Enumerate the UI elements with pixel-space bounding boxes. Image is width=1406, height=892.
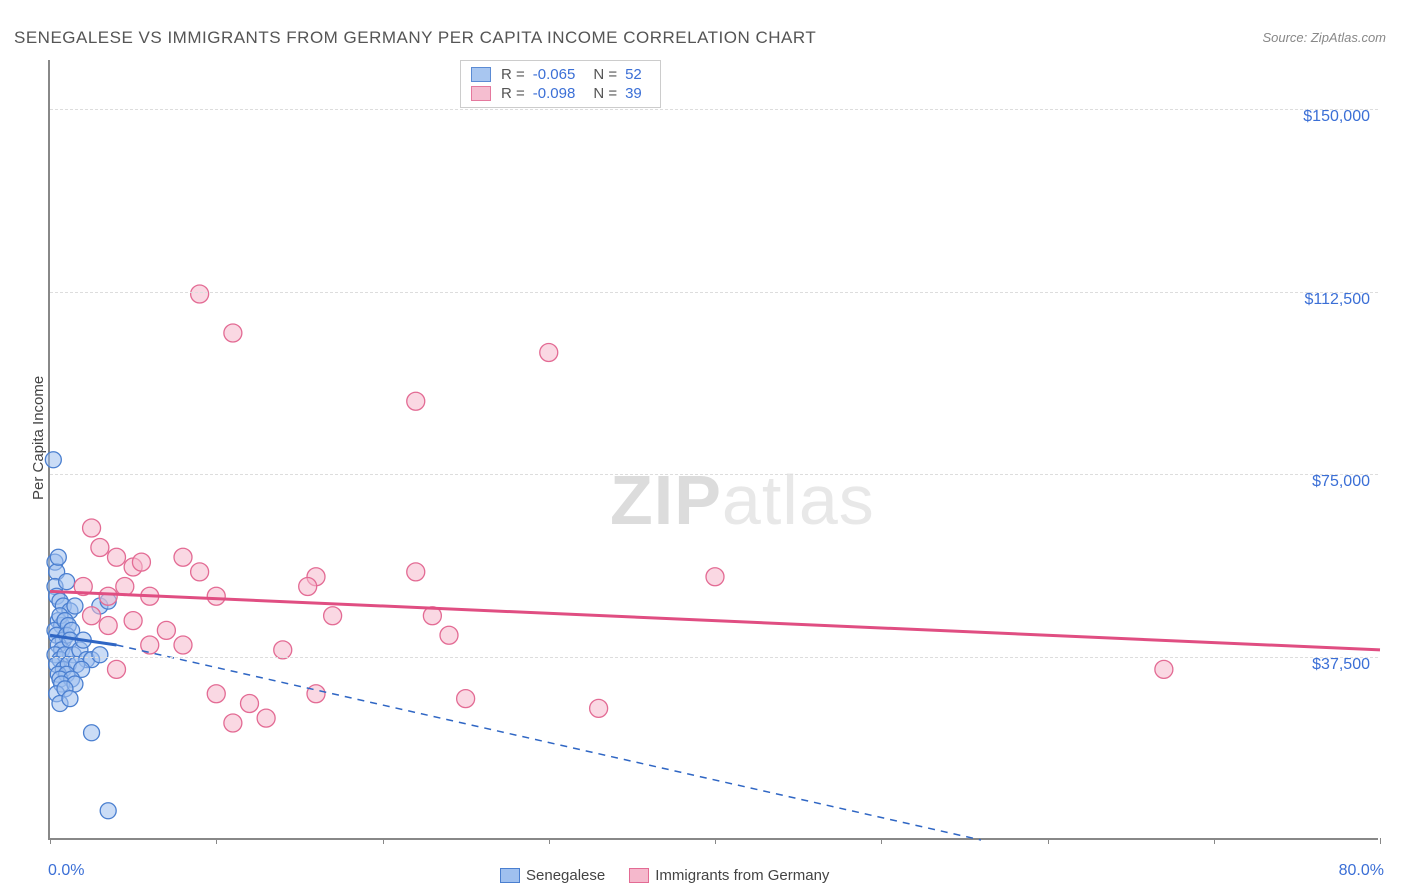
correlation-legend-row: R = -0.098 N = 39 xyxy=(471,84,650,103)
data-point xyxy=(83,607,101,625)
y-tick-label: $75,000 xyxy=(1312,473,1370,491)
x-tick xyxy=(549,838,550,844)
legend-swatch xyxy=(629,868,649,883)
series-legend-label: Senegalese xyxy=(526,867,605,884)
r-label: R = xyxy=(501,66,525,83)
x-tick xyxy=(216,838,217,844)
n-label: N = xyxy=(593,66,617,83)
data-point xyxy=(1155,660,1173,678)
series-legend: Senegalese Immigrants from Germany xyxy=(500,867,829,884)
grid-line xyxy=(50,109,1378,110)
data-point xyxy=(99,587,117,605)
series-legend-item: Immigrants from Germany xyxy=(629,867,829,884)
trend-line xyxy=(50,591,1380,650)
data-point xyxy=(457,690,475,708)
trend-line-extrapolated xyxy=(117,645,982,840)
n-label: N = xyxy=(593,85,617,102)
data-point xyxy=(124,612,142,630)
data-point xyxy=(157,621,175,639)
data-point xyxy=(92,647,108,663)
grid-line xyxy=(50,657,1378,658)
legend-swatch xyxy=(471,67,491,82)
data-point xyxy=(91,539,109,557)
data-point xyxy=(83,519,101,537)
data-point xyxy=(100,803,116,819)
data-point xyxy=(257,709,275,727)
grid-line xyxy=(50,292,1378,293)
correlation-legend: R = -0.065 N = 52 R = -0.098 N = 39 xyxy=(460,60,661,108)
data-point xyxy=(99,617,117,635)
x-tick xyxy=(50,838,51,844)
plot-area: ZIPatlas $37,500$75,000$112,500$150,000 xyxy=(48,60,1378,840)
legend-swatch xyxy=(500,868,520,883)
data-point xyxy=(108,660,126,678)
x-tick xyxy=(881,838,882,844)
y-tick-label: $112,500 xyxy=(1304,291,1370,309)
r-value: -0.098 xyxy=(533,85,576,102)
data-point xyxy=(62,691,78,707)
data-point xyxy=(407,563,425,581)
data-point xyxy=(174,636,192,654)
data-point xyxy=(440,626,458,644)
x-axis-min-label: 0.0% xyxy=(48,862,84,880)
data-point xyxy=(307,685,325,703)
data-point xyxy=(207,685,225,703)
data-point xyxy=(207,587,225,605)
data-point xyxy=(191,563,209,581)
chart-title: SENEGALESE VS IMMIGRANTS FROM GERMANY PE… xyxy=(14,28,816,48)
data-point xyxy=(59,574,75,590)
x-tick xyxy=(1380,838,1381,844)
data-point xyxy=(67,598,83,614)
r-value: -0.065 xyxy=(533,66,576,83)
data-point xyxy=(540,344,558,362)
y-tick-label: $150,000 xyxy=(1303,108,1370,126)
data-point xyxy=(108,548,126,566)
x-tick xyxy=(383,838,384,844)
x-tick xyxy=(1048,838,1049,844)
y-tick-label: $37,500 xyxy=(1312,656,1370,674)
scatter-svg xyxy=(50,60,1378,838)
data-point xyxy=(50,549,66,565)
x-tick xyxy=(1214,838,1215,844)
data-point xyxy=(174,548,192,566)
data-point xyxy=(132,553,150,571)
grid-line xyxy=(50,474,1378,475)
r-label: R = xyxy=(501,85,525,102)
data-point xyxy=(224,324,242,342)
data-point xyxy=(590,699,608,717)
source-attribution: Source: ZipAtlas.com xyxy=(1262,30,1386,45)
data-point xyxy=(241,695,259,713)
data-point xyxy=(224,714,242,732)
data-point xyxy=(299,578,317,596)
series-legend-item: Senegalese xyxy=(500,867,605,884)
y-axis-title: Per Capita Income xyxy=(30,376,47,500)
n-value: 39 xyxy=(625,85,642,102)
data-point xyxy=(324,607,342,625)
data-point xyxy=(45,452,61,468)
data-point xyxy=(191,285,209,303)
x-axis-max-label: 80.0% xyxy=(1339,862,1384,880)
legend-swatch xyxy=(471,86,491,101)
data-point xyxy=(407,392,425,410)
data-point xyxy=(84,725,100,741)
x-tick xyxy=(715,838,716,844)
data-point xyxy=(116,578,134,596)
correlation-legend-row: R = -0.065 N = 52 xyxy=(471,65,650,84)
data-point xyxy=(274,641,292,659)
data-point xyxy=(706,568,724,586)
series-legend-label: Immigrants from Germany xyxy=(655,867,829,884)
n-value: 52 xyxy=(625,66,642,83)
